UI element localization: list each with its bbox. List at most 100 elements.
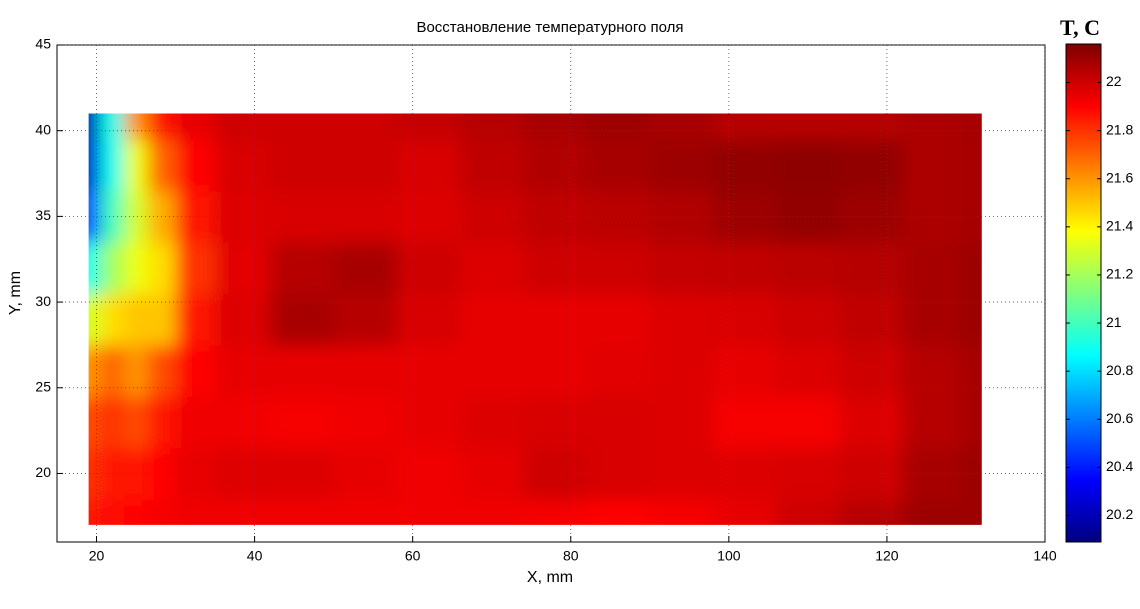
heat-cell bbox=[839, 293, 904, 346]
heat-cell bbox=[333, 139, 398, 192]
heat-cell bbox=[88, 242, 101, 294]
heat-cell bbox=[713, 293, 777, 346]
heat-cell bbox=[396, 447, 461, 500]
heat-cell bbox=[396, 190, 461, 243]
heat-cell bbox=[776, 242, 840, 294]
heat-cell bbox=[100, 190, 125, 243]
heat-cell bbox=[396, 113, 461, 140]
heat-cell bbox=[523, 344, 588, 397]
heat-cells bbox=[88, 113, 982, 525]
heat-cell bbox=[586, 499, 651, 525]
heat-cell bbox=[100, 447, 125, 500]
heat-cell bbox=[713, 113, 777, 140]
heat-cell bbox=[100, 344, 125, 397]
heat-cell bbox=[649, 499, 714, 525]
heat-cell bbox=[396, 344, 461, 397]
heat-cell bbox=[902, 447, 959, 500]
x-tick-label: 80 bbox=[563, 548, 579, 564]
heat-cell bbox=[776, 396, 840, 449]
heat-cell bbox=[776, 113, 840, 140]
field bbox=[88, 113, 982, 525]
heat-cell bbox=[124, 242, 149, 294]
x-tick-label: 120 bbox=[875, 548, 899, 564]
heat-cell bbox=[175, 113, 216, 140]
y-axis-label: Y, mm bbox=[7, 271, 24, 315]
heat-cell bbox=[124, 499, 149, 525]
heat-cell bbox=[333, 396, 398, 449]
heat-cell bbox=[88, 344, 101, 397]
heat-cell bbox=[175, 396, 216, 449]
heat-cell bbox=[100, 113, 125, 140]
heat-cell bbox=[175, 242, 216, 294]
heat-cell bbox=[776, 499, 840, 525]
heat-cell bbox=[100, 242, 125, 294]
heat-cell bbox=[586, 242, 651, 294]
heat-cell bbox=[713, 242, 777, 294]
heat-cell bbox=[124, 396, 149, 449]
heat-cell bbox=[839, 447, 904, 500]
heat-cell bbox=[902, 499, 959, 525]
heat-cell bbox=[396, 499, 461, 525]
heat-cell bbox=[88, 113, 101, 140]
heat-cell bbox=[839, 190, 904, 243]
x-tick-label: 40 bbox=[247, 548, 263, 564]
heat-cell bbox=[958, 139, 982, 192]
heat-cell bbox=[902, 396, 959, 449]
heat-cell bbox=[215, 113, 271, 140]
heat-cell bbox=[902, 113, 959, 140]
colorbar-tick-label: 20.2 bbox=[1106, 506, 1133, 522]
heat-cell bbox=[713, 344, 777, 397]
colorbar-tick-label: 21.4 bbox=[1106, 218, 1133, 234]
y-tick-label: 30 bbox=[35, 293, 51, 309]
heat-cell bbox=[586, 113, 651, 140]
heat-cell bbox=[88, 190, 101, 243]
heat-cell bbox=[958, 344, 982, 397]
colorbar-tick-label: 20.6 bbox=[1106, 410, 1133, 426]
heat-cell bbox=[839, 242, 904, 294]
heat-cell bbox=[270, 242, 335, 294]
heat-cell bbox=[333, 242, 398, 294]
heat-cell bbox=[713, 447, 777, 500]
heat-cell bbox=[396, 293, 461, 346]
heat-cell bbox=[586, 396, 651, 449]
x-tick-label: 100 bbox=[717, 548, 741, 564]
heat-cell bbox=[902, 190, 959, 243]
heat-cell bbox=[523, 113, 588, 140]
heat-cell bbox=[776, 139, 840, 192]
heat-cell bbox=[460, 113, 524, 140]
heat-cell bbox=[124, 190, 149, 243]
heat-cell bbox=[523, 499, 588, 525]
heat-cell bbox=[396, 242, 461, 294]
heat-cell bbox=[649, 139, 714, 192]
heat-cell bbox=[460, 293, 524, 346]
heat-cell bbox=[100, 139, 125, 192]
heat-cell bbox=[88, 396, 101, 449]
heat-cell bbox=[649, 242, 714, 294]
y-tick-label: 25 bbox=[35, 378, 51, 394]
heat-cell bbox=[460, 396, 524, 449]
x-axis-label: X, mm bbox=[527, 569, 573, 586]
heat-cell bbox=[147, 139, 177, 192]
heat-cell bbox=[839, 344, 904, 397]
heat-cell bbox=[902, 293, 959, 346]
heat-cell bbox=[147, 242, 177, 294]
heat-cell bbox=[902, 139, 959, 192]
heat-cell bbox=[958, 113, 982, 140]
heat-cell bbox=[215, 293, 271, 346]
heat-cell bbox=[586, 293, 651, 346]
y-tick-label: 35 bbox=[35, 207, 51, 223]
heat-cell bbox=[270, 139, 335, 192]
colorbar bbox=[1065, 43, 1102, 543]
y-tick-label: 20 bbox=[35, 464, 51, 480]
y-tick-label: 40 bbox=[35, 121, 51, 137]
colorbar-tick-label: 21.8 bbox=[1106, 121, 1133, 137]
heat-cell bbox=[215, 242, 271, 294]
heat-cell bbox=[649, 344, 714, 397]
heat-cell bbox=[902, 242, 959, 294]
heat-cell bbox=[215, 190, 271, 243]
chart-title: Восстановление температурного поля bbox=[416, 19, 683, 36]
heat-cell bbox=[147, 396, 177, 449]
heat-cell bbox=[649, 396, 714, 449]
heat-cell bbox=[958, 242, 982, 294]
heat-cell bbox=[460, 344, 524, 397]
